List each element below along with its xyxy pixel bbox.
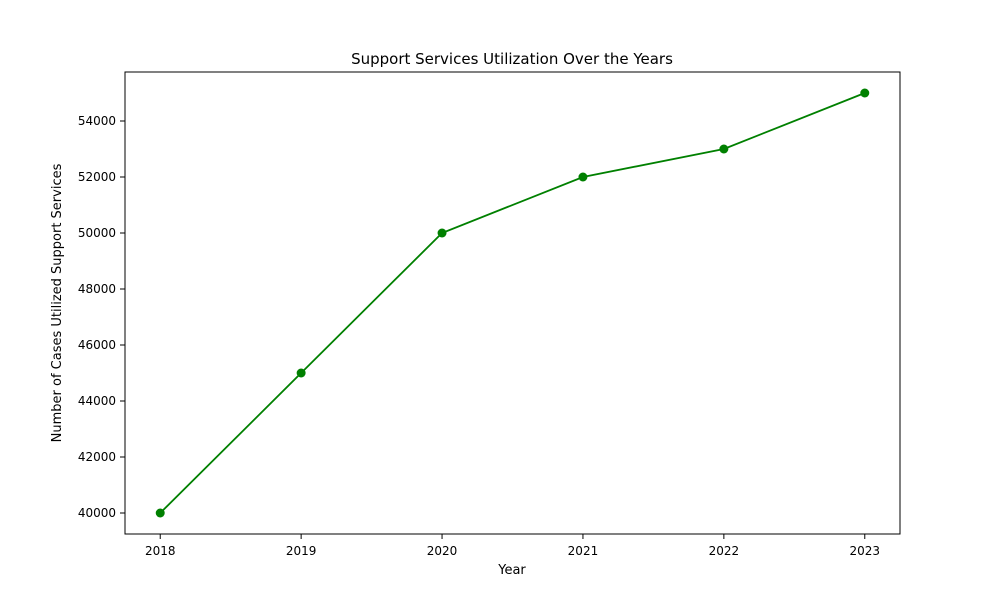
chart-title: Support Services Utilization Over the Ye… <box>351 50 673 68</box>
x-axis: 2018 2019 2020 2021 2022 2023 <box>145 534 880 558</box>
y-axis: 40000 42000 44000 46000 48000 50000 52000 54000 <box>78 114 125 520</box>
y-tick-label: 50000 <box>78 226 116 240</box>
data-point <box>860 88 870 98</box>
series-line <box>159 92 866 514</box>
y-tick-label: 52000 <box>78 170 116 184</box>
y-tick-label: 48000 <box>78 282 116 296</box>
y-tick-label: 54000 <box>78 114 116 128</box>
x-tick-label: 2021 <box>568 544 599 558</box>
plot-frame <box>124 71 901 535</box>
data-point <box>296 368 306 378</box>
x-tick-label: 2018 <box>145 544 176 558</box>
y-tick-label: 40000 <box>78 506 116 520</box>
series-layer <box>155 88 870 518</box>
plot-area <box>124 71 901 535</box>
x-tick-label: 2020 <box>427 544 458 558</box>
data-point <box>578 172 588 182</box>
data-point <box>437 228 447 238</box>
y-tick-label: 46000 <box>78 338 116 352</box>
x-tick-label: 2023 <box>849 544 880 558</box>
y-tick-label: 44000 <box>78 394 116 408</box>
data-point <box>155 508 165 518</box>
y-tick-label: 42000 <box>78 450 116 464</box>
y-axis-label: Number of Cases Utilized Support Service… <box>50 163 65 442</box>
x-axis-label: Year <box>497 563 526 578</box>
x-tick-label: 2022 <box>709 544 740 558</box>
x-tick-label: 2019 <box>286 544 317 558</box>
data-point <box>719 144 729 154</box>
